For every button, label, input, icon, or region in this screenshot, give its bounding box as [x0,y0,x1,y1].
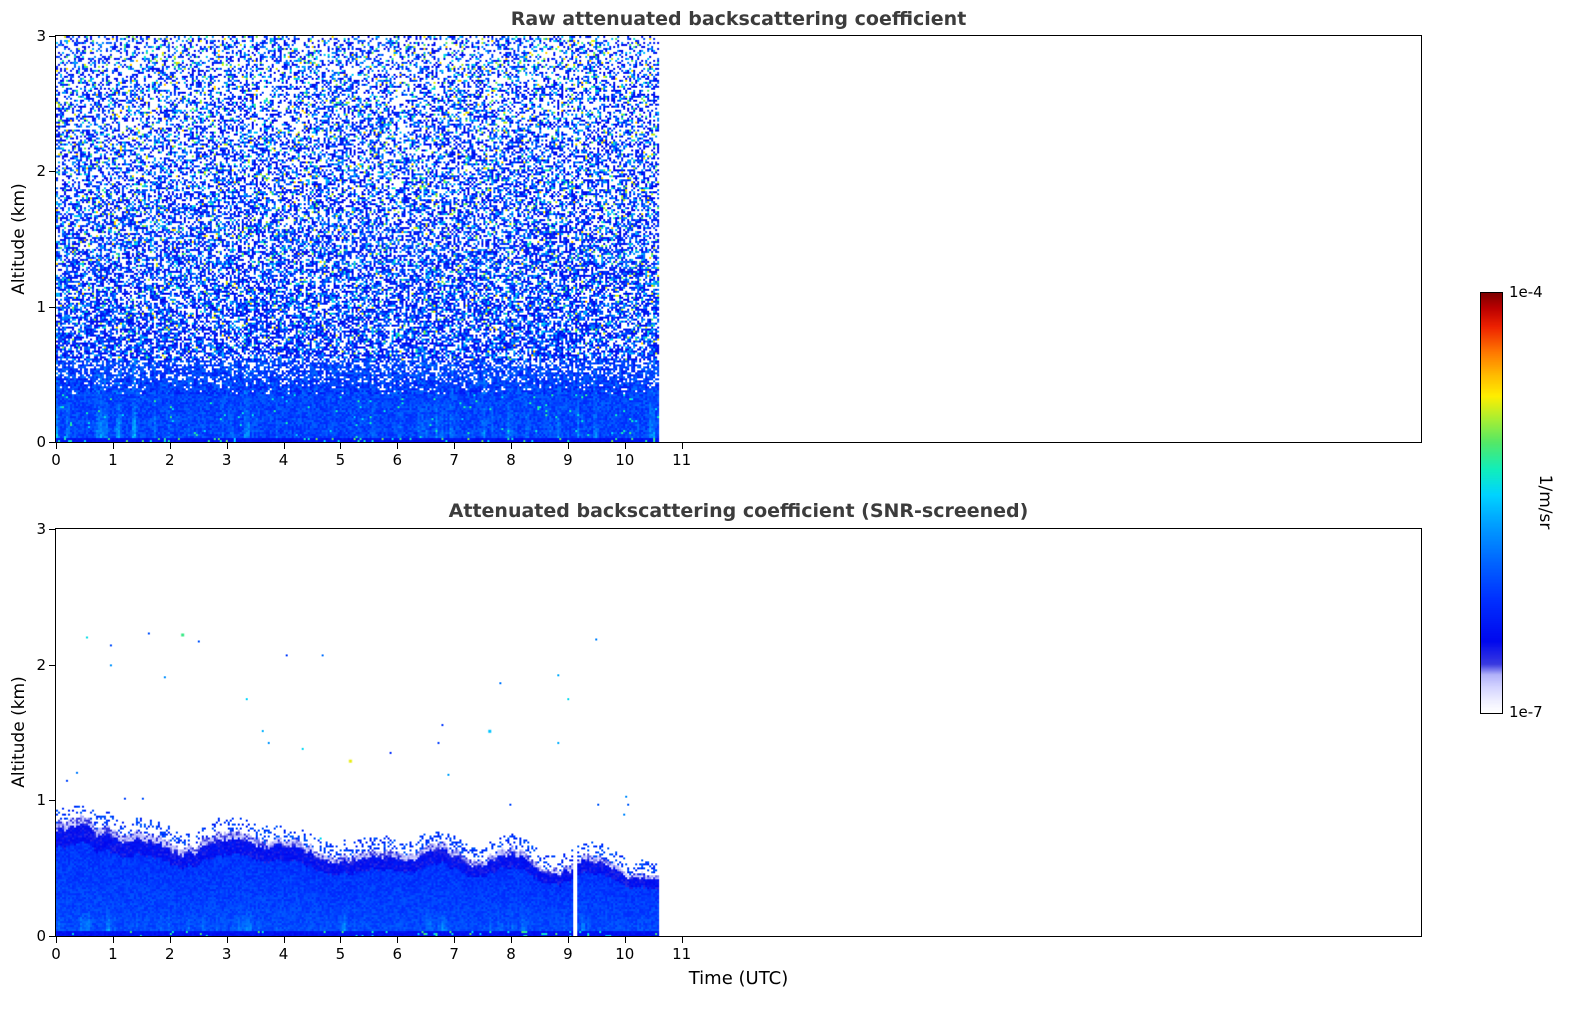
y-axis-label-raw: Altitude (km) [9,183,29,295]
y-tick-mark [49,800,55,802]
x-tick-mark [397,443,399,449]
x-tick-mark [511,937,512,943]
x-tick-label: 8 [506,945,516,963]
x-tick-mark [56,937,57,943]
x-tick-mark [169,443,171,449]
y-tick-mark [49,936,55,937]
y-tick-label: 0 [36,927,46,945]
x-tick-mark [340,443,342,449]
x-tick-label: 3 [221,945,232,963]
y-tick-mark [49,442,55,443]
y-tick-label: 2 [36,655,46,674]
x-tick-mark [454,937,456,943]
colorbar-max-label: 1e-4 [1509,283,1543,301]
x-tick-label: 10 [615,451,635,469]
y-axis-label-screened: Altitude (km) [9,676,29,788]
screened-heatmap-canvas [56,529,1421,936]
x-tick-label: 8 [506,451,516,469]
x-tick-label: 0 [51,945,61,963]
plot-title-raw: Raw attenuated backscattering coefficien… [510,8,967,30]
x-tick-mark [454,443,456,449]
x-tick-mark [681,443,683,449]
x-tick-label: 1 [108,451,118,469]
x-tick-mark [511,443,512,449]
x-tick-mark [283,937,285,943]
x-tick-mark [567,443,569,449]
x-tick-mark [283,443,285,449]
x-tick-mark [397,937,399,943]
y-tick-label: 3 [36,520,46,538]
y-tick-label: 3 [36,27,46,45]
colorbar [1480,292,1503,714]
x-tick-label: 9 [563,945,573,963]
x-tick-mark [624,937,626,943]
x-tick-mark [567,937,569,943]
x-tick-mark [624,443,626,449]
x-tick-label: 11 [672,451,692,469]
x-tick-label: 11 [672,945,692,963]
x-tick-mark [340,937,342,943]
x-tick-mark [169,937,171,943]
x-tick-label: 7 [449,945,459,963]
y-tick-mark [49,664,55,666]
plot-title-screened: Attenuated backscattering coefficient (S… [448,500,1029,522]
y-tick-label: 1 [36,297,46,316]
y-tick-label: 2 [36,162,46,181]
x-tick-label: 2 [164,451,175,469]
x-tick-mark [112,937,114,943]
y-tick-label: 0 [36,433,46,451]
x-tick-label: 5 [335,451,346,469]
y-tick-mark [49,529,55,530]
x-tick-label: 6 [392,945,403,963]
colorbar-min-label: 1e-7 [1509,703,1543,721]
x-axis-label: Time (UTC) [688,968,789,989]
x-tick-label: 10 [615,945,635,963]
colorbar-gradient [1481,293,1502,713]
x-tick-label: 6 [392,451,403,469]
x-tick-mark [56,443,57,449]
x-tick-mark [226,937,228,943]
x-tick-mark [681,937,683,943]
x-tick-label: 2 [164,945,175,963]
raw-heatmap-canvas [56,36,1421,442]
x-tick-label: 4 [278,945,289,963]
x-tick-label: 4 [278,451,289,469]
x-tick-mark [226,443,228,449]
x-tick-label: 7 [449,451,459,469]
x-tick-label: 5 [335,945,346,963]
y-tick-mark [49,36,55,37]
y-tick-mark [49,171,55,173]
y-tick-label: 1 [36,791,46,810]
x-tick-label: 3 [221,451,232,469]
x-tick-label: 9 [563,451,573,469]
x-tick-mark [112,443,114,449]
x-tick-label: 0 [51,451,61,469]
y-tick-mark [49,306,55,308]
x-tick-label: 1 [108,945,118,963]
raw-heatmap-axes: 0 1 2 3 4 5 6 7 8 9 10 11 0 1 2 3 [36,27,1422,469]
screened-heatmap-axes: 0 1 2 3 4 5 6 7 8 9 10 11 0 1 2 3 [36,520,1422,963]
colorbar-units-label: 1/m/sr [1535,474,1555,530]
